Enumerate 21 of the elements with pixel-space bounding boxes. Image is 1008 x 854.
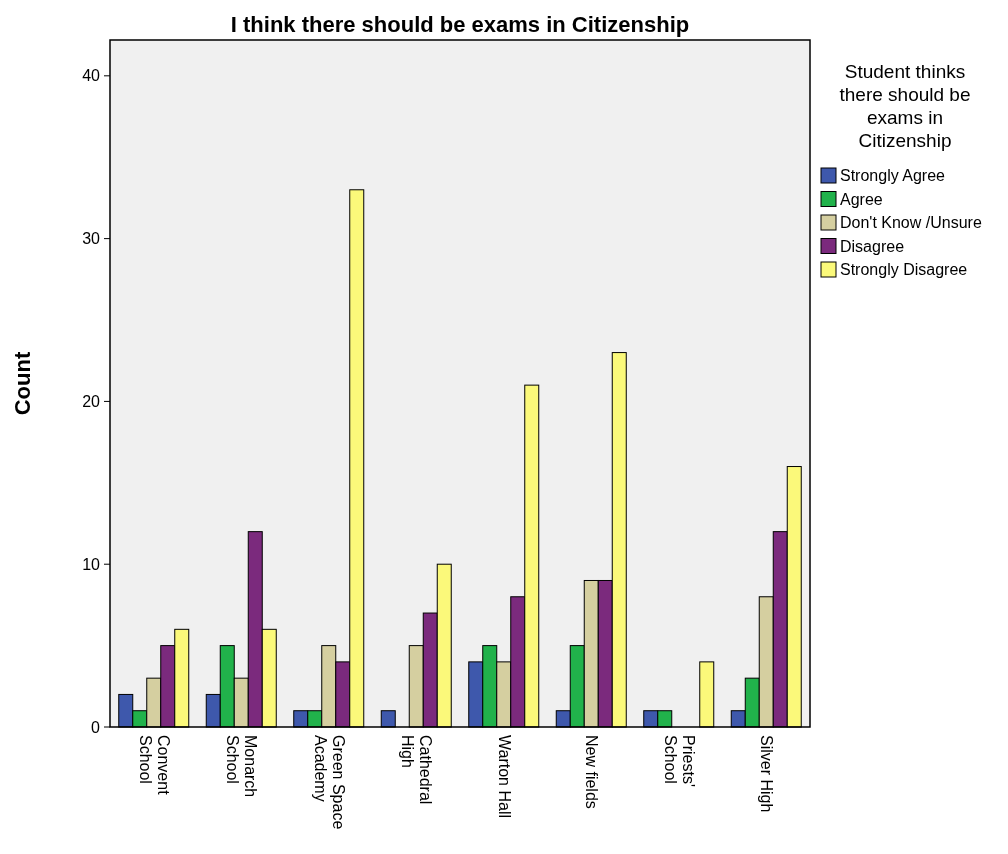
y-axis-title: Count (10, 351, 35, 416)
x-tick-label: Cathedral High (399, 735, 435, 805)
y-tick-label: 0 (91, 718, 101, 736)
y-tick-label: 40 (82, 67, 101, 85)
x-tick-label: Silver High (758, 735, 776, 813)
chart-title: I think there should be exams in Citizenship (230, 12, 690, 37)
x-tick-label: Green Space Academy (311, 735, 347, 830)
legend-label: Strongly Disagree (840, 261, 968, 278)
legend-label: Agree (840, 190, 883, 208)
legend-label: Strongly Agree (840, 167, 946, 184)
x-tick-label: New fields (583, 735, 601, 809)
y-tick-label: 10 (82, 555, 101, 573)
x-tick-label: Priests' School (661, 735, 697, 787)
legend-title: Student thinks there should be exams in Citizenship (839, 61, 971, 151)
x-tick-label: Monarch School (224, 735, 260, 798)
x-tick-label: Warton Hall (495, 735, 513, 818)
legend-label: Disagree (840, 237, 905, 255)
legend-label: Don't Know /Unsure (840, 214, 982, 231)
x-tick-label: Convent School (136, 735, 172, 796)
y-tick-label: 20 (82, 393, 101, 411)
y-tick-label: 30 (82, 230, 101, 248)
